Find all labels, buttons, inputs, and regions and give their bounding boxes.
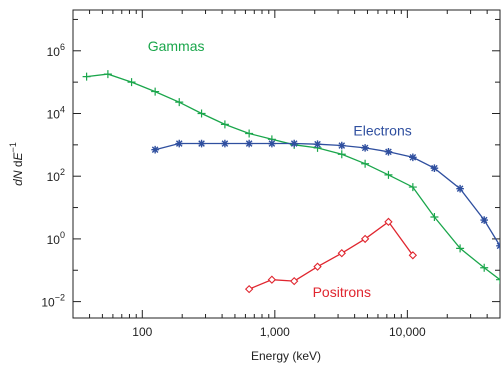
y-tick-label: 10−2 <box>41 293 65 310</box>
data-point <box>290 276 299 286</box>
data-point <box>456 244 465 253</box>
data-point <box>337 141 346 150</box>
y-tick-exponent: 0 <box>60 230 65 240</box>
data-point <box>82 72 91 81</box>
y-axis-title: dN dE−1 <box>8 142 25 186</box>
data-point <box>337 249 346 258</box>
data-point <box>151 87 160 96</box>
data-point <box>151 145 159 154</box>
y-tick-base: 10 <box>47 170 61 184</box>
data-point <box>409 153 417 162</box>
data-point <box>480 263 489 272</box>
data-point <box>430 212 439 221</box>
data-point <box>430 164 439 172</box>
data-point <box>197 109 206 118</box>
y-tick-exponent: 4 <box>60 104 65 114</box>
data-point <box>313 140 322 148</box>
data-point <box>361 159 370 168</box>
data-point <box>290 139 298 148</box>
plot-frame <box>72 9 501 319</box>
data-point <box>175 139 184 148</box>
data-point <box>361 144 369 152</box>
y-title-part: d <box>11 160 25 167</box>
data-point <box>480 216 489 224</box>
data-point <box>244 284 254 294</box>
series-line-gammas <box>86 73 500 281</box>
data-point <box>337 150 346 159</box>
series-electrons <box>151 139 500 250</box>
y-title-part: N <box>11 167 25 179</box>
data-point <box>221 139 229 148</box>
x-tick-label: 1,000 <box>260 325 290 339</box>
y-title-part: E <box>11 151 25 160</box>
data-point <box>175 98 184 107</box>
y-tick-exponent: −2 <box>55 293 65 303</box>
data-point <box>496 275 500 284</box>
y-tick-base: 10 <box>47 107 61 121</box>
series-label-positrons: Positrons <box>313 284 371 300</box>
y-tick-label: 106 <box>47 42 65 59</box>
series-line-electrons <box>154 142 500 247</box>
y-tick-base: 10 <box>47 233 61 247</box>
data-point <box>245 139 253 148</box>
data-point <box>384 148 393 156</box>
data-point <box>456 184 464 193</box>
data-point <box>408 251 418 260</box>
data-point <box>103 70 112 79</box>
x-tick-label: 10,000 <box>389 325 426 339</box>
data-point <box>245 129 254 138</box>
data-point <box>197 139 206 148</box>
data-point <box>360 234 370 244</box>
data-point <box>220 120 229 129</box>
x-axis-ticks: 100 1,000 10,000 <box>72 10 501 339</box>
data-point <box>267 275 277 284</box>
y-title-exponent: −1 <box>8 142 18 152</box>
series-positrons <box>244 217 418 294</box>
y-tick-base: 10 <box>47 45 61 59</box>
y-tick-label: 104 <box>47 104 65 121</box>
y-tick-base: 10 <box>41 296 55 310</box>
x-tick-label: 100 <box>132 325 152 339</box>
y-tick-label: 102 <box>47 167 65 184</box>
data-point <box>384 217 393 227</box>
series-label-gammas: Gammas <box>148 38 205 54</box>
data-point <box>127 78 136 87</box>
y-tick-label: 100 <box>47 230 65 247</box>
data-point <box>384 170 393 179</box>
series-label-electrons: Electrons <box>353 122 411 138</box>
plot-area <box>82 70 500 294</box>
data-point <box>268 139 276 148</box>
y-tick-exponent: 2 <box>60 167 65 177</box>
series-gammas <box>82 70 500 284</box>
data-point <box>313 262 322 271</box>
y-tick-exponent: 6 <box>60 42 65 52</box>
y-title-part: d <box>11 179 25 186</box>
data-point <box>496 242 500 250</box>
x-axis-title: Energy (keV) <box>251 349 321 363</box>
data-point <box>408 183 417 192</box>
